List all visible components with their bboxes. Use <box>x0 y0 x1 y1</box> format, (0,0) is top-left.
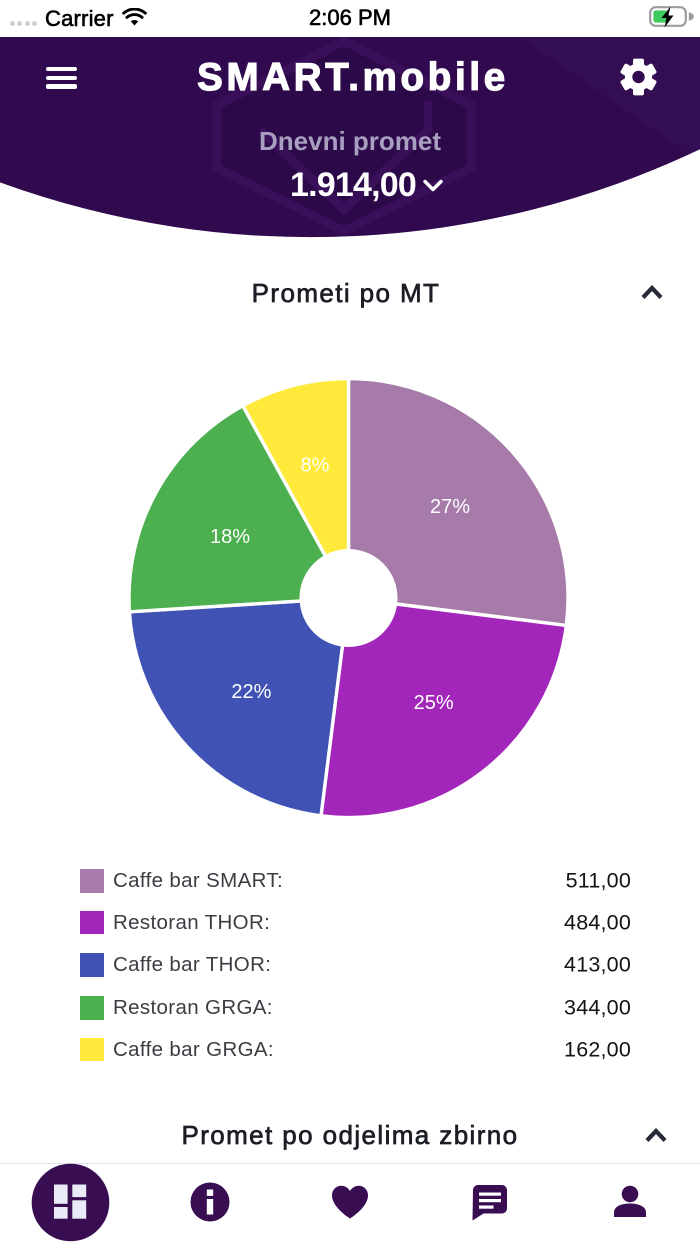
svg-text:22%: 22% <box>231 681 271 703</box>
svg-text:8%: 8% <box>301 455 330 477</box>
svg-text:25%: 25% <box>414 692 454 714</box>
svg-text:18%: 18% <box>210 526 250 548</box>
svg-text:27%: 27% <box>430 496 470 518</box>
